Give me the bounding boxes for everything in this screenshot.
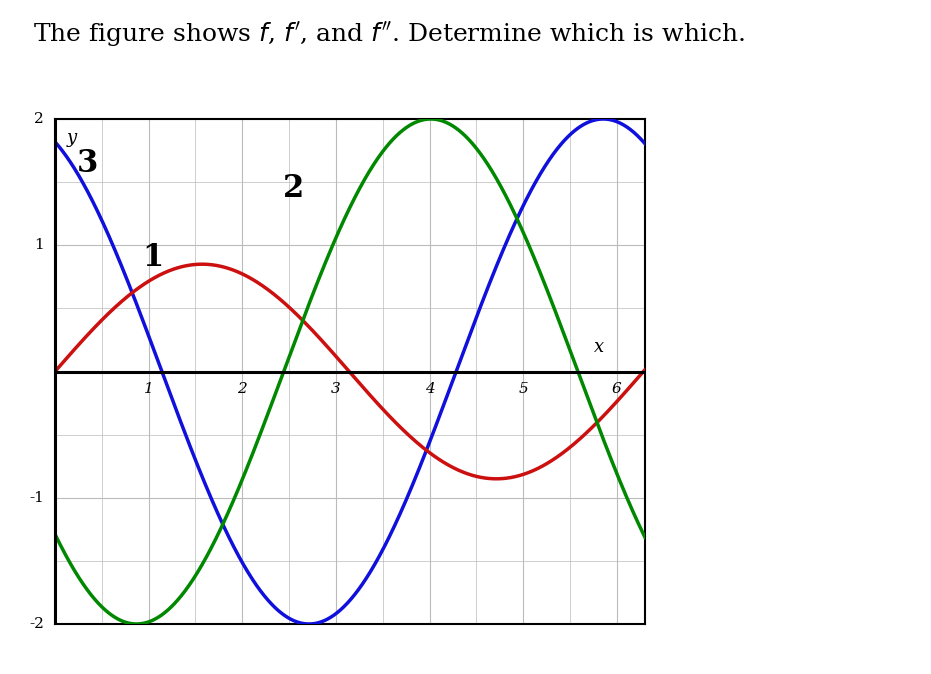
Text: 1: 1 [142, 243, 164, 274]
Text: 2: 2 [237, 381, 247, 396]
Text: The figure shows $f$, $f'$, and $f''$. Determine which is which.: The figure shows $f$, $f'$, and $f''$. D… [33, 20, 745, 49]
Text: 6: 6 [612, 381, 622, 396]
Text: -1: -1 [29, 491, 44, 505]
Text: 5: 5 [519, 381, 528, 396]
Text: 2: 2 [283, 173, 304, 204]
Text: y: y [66, 129, 76, 147]
Text: 3: 3 [331, 381, 341, 396]
Text: 2: 2 [34, 112, 44, 126]
Text: 4: 4 [425, 381, 435, 396]
Text: 3: 3 [77, 148, 99, 179]
Text: x: x [593, 338, 603, 357]
Text: 1: 1 [143, 381, 154, 396]
Text: -2: -2 [29, 617, 44, 631]
Text: 1: 1 [34, 238, 44, 252]
